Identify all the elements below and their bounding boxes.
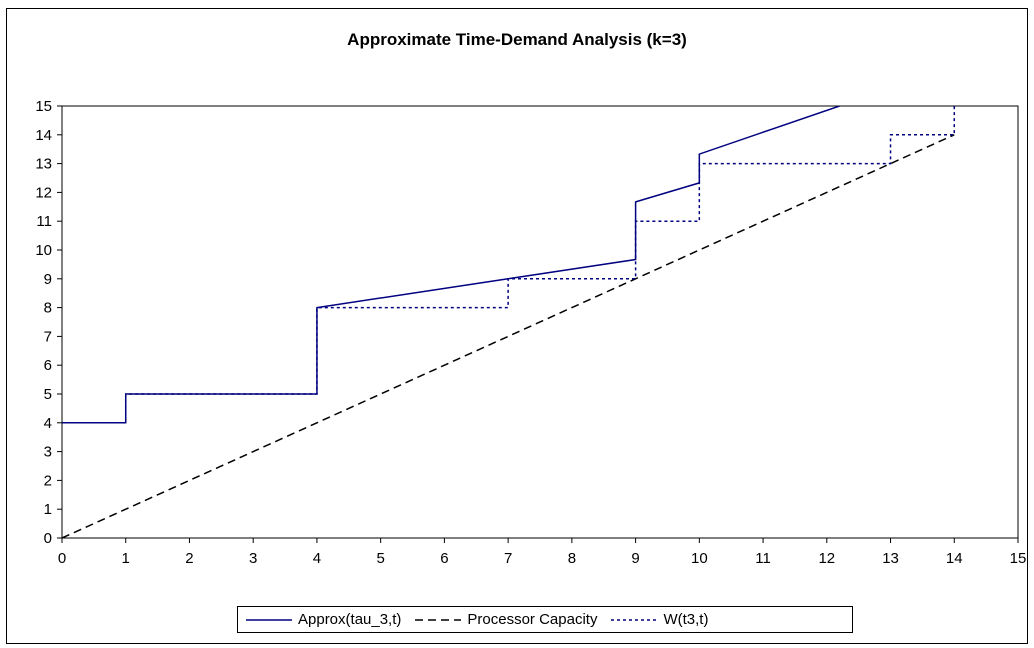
y-tick-label: 6 — [44, 357, 52, 374]
y-tick-label: 12 — [35, 184, 52, 201]
chart-title: Approximate Time-Demand Analysis (k=3) — [347, 30, 687, 49]
y-tick-label: 13 — [35, 156, 52, 173]
x-tick-label: 7 — [504, 550, 512, 567]
x-tick-label: 1 — [122, 550, 130, 567]
y-tick-label: 2 — [44, 472, 52, 489]
legend-label: Approx(tau_3,t) — [298, 611, 402, 628]
series-line-processor-capacity — [62, 134, 955, 538]
y-tick-label: 0 — [44, 530, 52, 547]
y-tick-label: 5 — [44, 386, 52, 403]
series-layer — [62, 106, 956, 538]
y-tick-label: 1 — [44, 501, 52, 518]
y-tick-label: 7 — [44, 328, 52, 345]
x-tick-label: 8 — [568, 550, 576, 567]
y-tick-label: 15 — [35, 98, 52, 115]
y-tick-label: 11 — [36, 213, 52, 230]
x-tick-label: 14 — [946, 550, 963, 567]
legend-swatch — [246, 618, 292, 621]
x-tick-label: 0 — [58, 550, 66, 567]
y-tick-label: 10 — [35, 242, 52, 259]
legend-swatch — [611, 618, 658, 621]
x-tick-label: 4 — [313, 550, 321, 567]
x-tick-label: 9 — [631, 550, 639, 567]
y-tick-label: 9 — [44, 271, 52, 288]
x-tick-label: 11 — [755, 550, 771, 567]
plot-border — [61, 105, 1019, 539]
legend-label: Processor Capacity — [467, 611, 598, 628]
legend: Approx(tau_3,t) Processor Capacity W(t3,t) — [237, 606, 853, 633]
x-tick-label: 3 — [249, 550, 257, 567]
x-tick-label: 10 — [691, 550, 708, 567]
series-line-w-t3-t — [62, 106, 956, 424]
legend-item: Processor Capacity — [413, 611, 597, 628]
y-tick-label: 14 — [35, 127, 52, 144]
x-tick-label: 15 — [1010, 550, 1027, 567]
y-tick-label: 3 — [44, 444, 52, 461]
legend-swatch — [415, 618, 462, 621]
x-tick-label: 13 — [882, 550, 899, 567]
x-tick-label: 6 — [440, 550, 448, 567]
y-tick-label: 4 — [44, 415, 52, 432]
x-tick-label: 12 — [818, 550, 835, 567]
x-tick-label: 2 — [185, 550, 193, 567]
legend-item: Approx(tau_3,t) — [244, 611, 401, 628]
x-tick-label: 5 — [376, 550, 384, 567]
legend-label: W(t3,t) — [663, 611, 709, 628]
y-tick-label: 8 — [44, 300, 52, 317]
legend-item: W(t3,t) — [609, 611, 708, 628]
series-line-approx-tau-3-t — [62, 106, 840, 424]
